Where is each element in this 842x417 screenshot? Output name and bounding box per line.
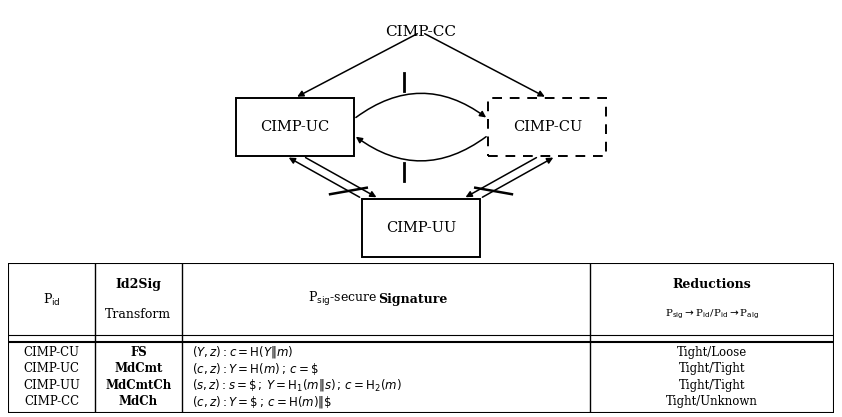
Text: Tight/Tight: Tight/Tight bbox=[679, 362, 745, 375]
Text: P$_{\rm sig}{\rightarrow}$P$_{\rm id}$/P$_{\rm id}{\rightarrow}$P$_{\rm alg}$: P$_{\rm sig}{\rightarrow}$P$_{\rm id}$/P… bbox=[664, 308, 759, 321]
Text: FS: FS bbox=[130, 346, 147, 359]
FancyArrowPatch shape bbox=[482, 158, 552, 197]
FancyArrowPatch shape bbox=[467, 158, 536, 196]
Text: MdCmt: MdCmt bbox=[115, 362, 163, 375]
Text: MdCmtCh: MdCmtCh bbox=[105, 379, 172, 392]
Text: Reductions: Reductions bbox=[673, 278, 751, 291]
Text: CIMP-CC: CIMP-CC bbox=[386, 25, 456, 39]
Text: $(c,z):Y=\$\,;\,c=\mathrm{H}(m)\|\$$: $(c,z):Y=\$\,;\,c=\mathrm{H}(m)\|\$$ bbox=[192, 394, 332, 409]
Text: Signature: Signature bbox=[378, 293, 447, 306]
Text: CIMP-UU: CIMP-UU bbox=[24, 379, 80, 392]
Text: MdCh: MdCh bbox=[119, 395, 158, 408]
FancyArrowPatch shape bbox=[356, 93, 485, 118]
Text: $(c,z):Y=\mathrm{H}(m)\,;\,c=\$$: $(c,z):Y=\mathrm{H}(m)\,;\,c=\$$ bbox=[192, 361, 318, 377]
Text: P$_{\rm sig}$-secure: P$_{\rm sig}$-secure bbox=[308, 291, 378, 309]
Text: Tight/Tight: Tight/Tight bbox=[679, 379, 745, 392]
Text: CIMP-UU: CIMP-UU bbox=[386, 221, 456, 235]
Text: Id2Sig: Id2Sig bbox=[115, 278, 162, 291]
FancyArrowPatch shape bbox=[424, 34, 543, 96]
Text: $(s,z):s=\$\,;\,Y=\mathrm{H}_1(m\|s)\,;\,c=\mathrm{H}_2(m)$: $(s,z):s=\$\,;\,Y=\mathrm{H}_1(m\|s)\,;\… bbox=[192, 377, 402, 393]
Text: CIMP-CU: CIMP-CU bbox=[24, 346, 80, 359]
Text: CIMP-UC: CIMP-UC bbox=[24, 362, 80, 375]
Bar bbox=[236, 98, 354, 156]
Text: P$_{\rm id}$: P$_{\rm id}$ bbox=[43, 291, 61, 308]
Bar bbox=[362, 198, 480, 257]
Text: Tight/Loose: Tight/Loose bbox=[677, 346, 747, 359]
Text: CIMP-CU: CIMP-CU bbox=[513, 120, 582, 134]
FancyArrowPatch shape bbox=[357, 137, 486, 161]
FancyArrowPatch shape bbox=[299, 34, 418, 96]
Text: CIMP-UC: CIMP-UC bbox=[260, 120, 329, 134]
Text: CIMP-CC: CIMP-CC bbox=[24, 395, 79, 408]
Bar bbox=[488, 98, 606, 156]
FancyArrowPatch shape bbox=[290, 158, 360, 197]
Text: $(Y,z):c=\mathrm{H}(Y\|m)$: $(Y,z):c=\mathrm{H}(Y\|m)$ bbox=[192, 344, 293, 360]
FancyArrowPatch shape bbox=[306, 158, 375, 196]
Text: Transform: Transform bbox=[105, 308, 172, 321]
Text: Tight/Unknown: Tight/Unknown bbox=[666, 395, 758, 408]
